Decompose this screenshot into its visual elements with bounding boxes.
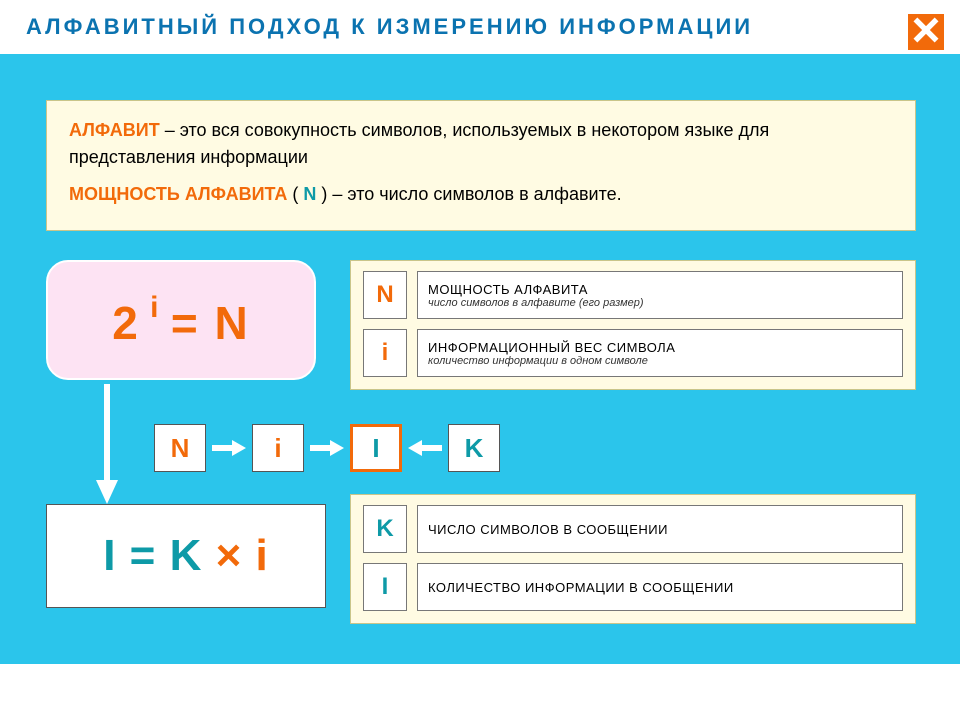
f1-eq: = [171,297,215,349]
f2-i: i [256,531,269,580]
legend1-i-sub: количество информации в одном символе [428,355,892,367]
close-button[interactable] [906,12,946,52]
f1-base: 2 [112,297,140,349]
legend-formula1: N МОЩНОСТЬ АЛФАВИТА число символов в алф… [350,260,916,390]
f2-lhs: I [103,531,116,580]
arrow-down-icon [96,384,118,504]
legend1-text-i: ИНФОРМАЦИОННЫЙ ВЕС СИМВОЛА количество ин… [417,329,903,377]
arrow-left-icon [408,440,442,456]
definition-alphabet: АЛФАВИТ – это вся совокупность символов,… [69,117,893,171]
arrow-right-icon [310,440,344,456]
chain-node-i: I [350,424,402,472]
f2-times: × [202,531,255,580]
f2-eq: = [116,531,169,580]
var-n: N [303,184,316,204]
arrow-right-icon [212,440,246,456]
definition-power: МОЩНОСТЬ АЛФАВИТА ( N ) – это число симв… [69,181,893,208]
term-alphabet: АЛФАВИТ [69,120,160,140]
legend2-sym-i: I [363,563,407,611]
formula-2i-equals-n: 2 i = N [46,260,316,380]
legend2-k-title: ЧИСЛО СИМВОЛОВ В СООБЩЕНИИ [428,522,892,537]
legend2-text-k: ЧИСЛО СИМВОЛОВ В СООБЩЕНИИ [417,505,903,553]
legend1-row-i: i ИНФОРМАЦИОННЫЙ ВЕС СИМВОЛА количество … [363,329,903,377]
definition-alphabet-text: – это вся совокупность символов, использ… [69,120,769,167]
close-icon [913,17,939,48]
chain-node-i: i [252,424,304,472]
diagram-canvas: АЛФАВИТ – это вся совокупность символов,… [0,54,960,664]
legend2-row-k: K ЧИСЛО СИМВОЛОВ В СООБЩЕНИИ [363,505,903,553]
legend2-text-i: КОЛИЧЕСТВО ИНФОРМАЦИИ В СООБЩЕНИИ [417,563,903,611]
legend1-n-title: МОЩНОСТЬ АЛФАВИТА [428,282,892,297]
f1-rhs: N [215,297,250,349]
legend-formula2: K ЧИСЛО СИМВОЛОВ В СООБЩЕНИИ I КОЛИЧЕСТВ… [350,494,916,624]
legend1-n-sub: число символов в алфавите (его размер) [428,297,892,309]
f2-k: K [170,531,203,580]
formula-i-equals-k-times-i: I = K × i [46,504,326,608]
term-power: МОЩНОСТЬ АЛФАВИТА [69,184,287,204]
paren-close: ) [316,184,332,204]
definition-power-text: – это число символов в алфавите. [332,184,621,204]
formula2-content: I = K × i [103,531,269,581]
paren-open: ( [287,184,303,204]
legend2-i-title: КОЛИЧЕСТВО ИНФОРМАЦИИ В СООБЩЕНИИ [428,580,892,595]
formula1-content: 2 i = N [112,291,250,350]
f1-exp: i [140,291,171,324]
legend1-sym-i: i [363,329,407,377]
chain-node-k: K [448,424,500,472]
header-bar: АЛФАВИТНЫЙ ПОДХОД К ИЗМЕРЕНИЮ ИНФОРМАЦИИ [0,0,960,54]
legend1-i-title: ИНФОРМАЦИОННЫЙ ВЕС СИМВОЛА [428,340,892,355]
chain-node-n: N [154,424,206,472]
legend1-sym-n: N [363,271,407,319]
legend2-row-i: I КОЛИЧЕСТВО ИНФОРМАЦИИ В СООБЩЕНИИ [363,563,903,611]
legend2-sym-k: K [363,505,407,553]
legend1-row-n: N МОЩНОСТЬ АЛФАВИТА число символов в алф… [363,271,903,319]
page-title: АЛФАВИТНЫЙ ПОДХОД К ИЗМЕРЕНИЮ ИНФОРМАЦИИ [26,14,753,40]
variable-chain: NiIK [154,424,500,472]
legend1-text-n: МОЩНОСТЬ АЛФАВИТА число символов в алфав… [417,271,903,319]
definitions-panel: АЛФАВИТ – это вся совокупность символов,… [46,100,916,231]
